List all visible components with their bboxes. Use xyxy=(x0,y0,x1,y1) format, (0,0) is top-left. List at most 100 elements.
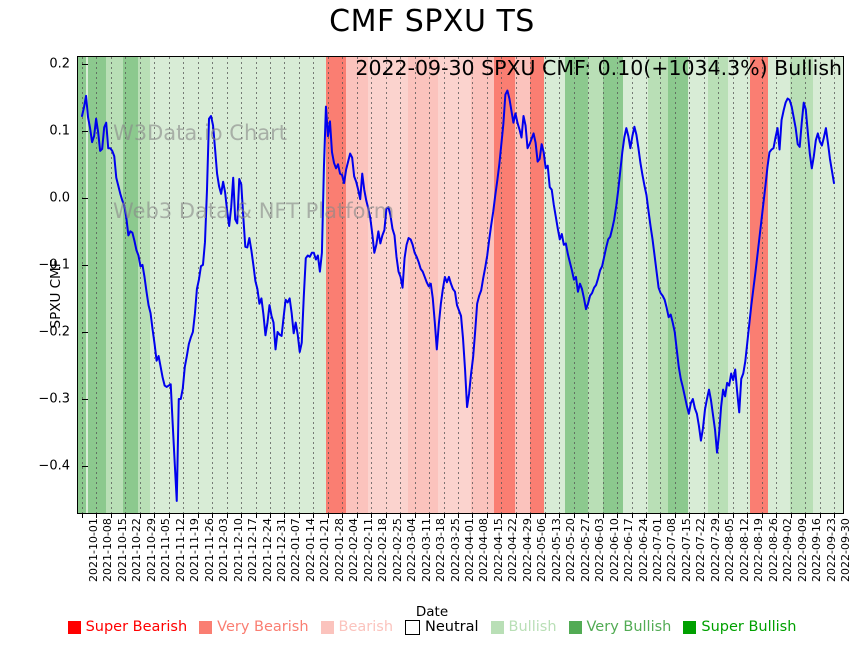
y-tick-mark xyxy=(82,399,88,400)
x-tick-mark xyxy=(299,513,300,518)
x-tick-label: 2022-07-08 xyxy=(665,518,679,582)
x-axis-tick-marks xyxy=(78,513,843,521)
plot-area xyxy=(78,57,843,513)
legend-item[interactable]: Very Bearish xyxy=(193,619,314,635)
gridline xyxy=(660,57,661,513)
x-tick-mark xyxy=(574,513,575,518)
y-tick-mark xyxy=(82,264,88,266)
y-tick-label: −0.3 xyxy=(38,391,70,407)
sentiment-band xyxy=(530,57,544,513)
gridline xyxy=(501,57,502,513)
y-tick-mark xyxy=(82,63,88,65)
legend-label: Very Bullish xyxy=(586,619,672,635)
legend-item[interactable]: Neutral xyxy=(399,619,485,635)
y-tick-label: 0.0 xyxy=(49,190,70,206)
x-tick-label: 2022-08-19 xyxy=(752,518,766,582)
sentiment-band xyxy=(123,57,138,513)
x-tick-label: 2021-12-24 xyxy=(260,518,274,582)
x-tick-label: 2022-09-02 xyxy=(781,518,795,582)
x-tick-mark xyxy=(603,513,604,518)
x-tick-label: 2022-03-04 xyxy=(405,518,419,582)
x-tick-mark xyxy=(834,513,835,518)
gridline xyxy=(386,57,387,513)
x-tick-label: 2021-12-31 xyxy=(274,518,288,582)
x-tick-mark xyxy=(256,513,257,518)
x-tick-mark xyxy=(371,513,372,518)
gridline xyxy=(140,57,141,513)
gridline xyxy=(733,57,734,513)
gridline xyxy=(357,57,358,513)
x-tick-label: 2022-01-28 xyxy=(332,518,346,582)
x-tick-mark xyxy=(313,513,314,518)
gridline xyxy=(805,57,806,513)
gridline xyxy=(747,57,748,513)
legend-swatch-icon xyxy=(67,620,81,634)
sentiment-band xyxy=(768,57,790,513)
gridline xyxy=(834,57,835,513)
gridline xyxy=(472,57,473,513)
y-tick-mark xyxy=(82,197,88,199)
x-tick-mark xyxy=(805,513,806,518)
legend-swatch-icon xyxy=(568,620,582,634)
x-tick-label: 2022-06-03 xyxy=(593,518,607,582)
x-tick-mark xyxy=(487,513,488,518)
legend-swatch-icon xyxy=(490,620,504,634)
x-tick-mark xyxy=(284,513,285,518)
legend-item[interactable]: Super Bullish xyxy=(677,619,802,635)
sentiment-band xyxy=(303,57,326,513)
y-tick-label: −0.2 xyxy=(38,324,70,340)
legend-label: Neutral xyxy=(425,619,479,635)
gridline xyxy=(96,57,97,513)
x-tick-mark xyxy=(183,513,184,518)
x-tick-mark xyxy=(472,513,473,518)
x-tick-mark xyxy=(588,513,589,518)
x-tick-label: 2022-05-13 xyxy=(549,518,563,582)
y-tick-mark xyxy=(82,331,88,333)
gridline xyxy=(169,57,170,513)
x-tick-mark xyxy=(198,513,199,518)
x-tick-label: 2022-01-14 xyxy=(303,518,317,582)
x-tick-label: 2022-09-30 xyxy=(838,518,852,582)
x-tick-label: 2022-03-18 xyxy=(434,518,448,582)
legend-item[interactable]: Very Bullish xyxy=(563,619,678,635)
legend-swatch-icon xyxy=(320,620,334,634)
x-tick-mark xyxy=(704,513,705,518)
gridline xyxy=(689,57,690,513)
gridline xyxy=(299,57,300,513)
x-tick-mark xyxy=(429,513,430,518)
gridline xyxy=(270,57,271,513)
y-tick-label: −0.4 xyxy=(38,458,70,474)
gridline xyxy=(791,57,792,513)
sentiment-band xyxy=(750,57,768,513)
legend-item[interactable]: Bearish xyxy=(315,619,400,635)
x-tick-mark xyxy=(820,513,821,518)
x-tick-mark xyxy=(96,513,97,518)
y-tick-label: 0.2 xyxy=(49,56,70,72)
x-tick-label: 2022-07-01 xyxy=(650,518,664,582)
x-tick-label: 2021-10-01 xyxy=(87,518,100,582)
gridline xyxy=(704,57,705,513)
x-tick-label: 2022-05-27 xyxy=(578,518,592,582)
x-tick-label: 2021-12-03 xyxy=(217,518,231,582)
sentiment-band xyxy=(603,57,623,513)
x-tick-label: 2022-04-15 xyxy=(491,518,505,582)
y-axis-ticks: 0.2 0.1 0.0 −0.1 −0.2 −0.3 −0.4 xyxy=(10,0,88,646)
x-tick-label: 2021-10-22 xyxy=(130,518,144,582)
x-tick-mark xyxy=(530,513,531,518)
legend-swatch-icon xyxy=(199,620,213,634)
legend-item[interactable]: Super Bearish xyxy=(62,619,194,635)
x-tick-mark xyxy=(444,513,445,518)
x-tick-mark xyxy=(776,513,777,518)
x-axis-ticks: 2021-10-01 2021-10-08 2021-10-15 2021-10-22… xyxy=(78,518,852,600)
gridline xyxy=(111,57,112,513)
legend-item[interactable]: Bullish xyxy=(485,619,563,635)
legend-swatch-icon xyxy=(683,620,697,634)
legend-label: Super Bearish xyxy=(85,619,188,635)
plot-border-top xyxy=(77,56,844,57)
x-tick-label: 2022-07-29 xyxy=(708,518,722,582)
gridline xyxy=(617,57,618,513)
y-axis-label: SPXU CMF xyxy=(48,259,64,329)
x-tick-mark xyxy=(660,513,661,518)
x-tick-mark xyxy=(516,513,517,518)
